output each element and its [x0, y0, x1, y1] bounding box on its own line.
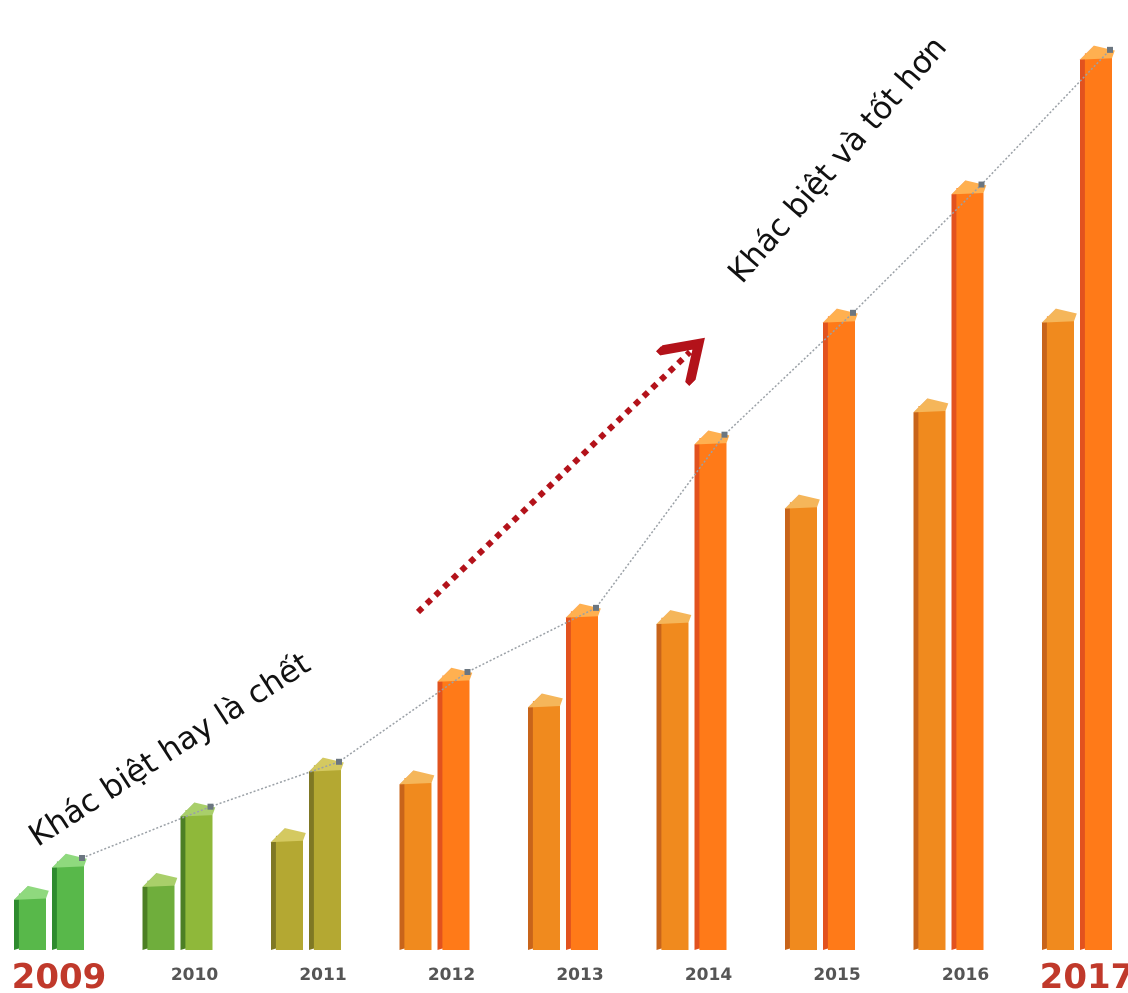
year-label-2010: 2010 — [171, 965, 218, 985]
year-label-2017: 2017 — [1040, 957, 1128, 993]
year-label-2013: 2013 — [556, 965, 603, 985]
year-label-2011: 2011 — [299, 965, 346, 985]
bar-2012-s2 — [437, 667, 473, 950]
trend-point-2017 — [1107, 46, 1113, 53]
bar-2017-s1 — [1042, 308, 1077, 950]
bar-2010-s2 — [180, 802, 216, 950]
trend-point-2016 — [978, 181, 985, 188]
trend-point-2014 — [721, 431, 728, 438]
bar-2009-s2 — [52, 853, 87, 950]
bar-2015-s1 — [785, 494, 820, 950]
year-label-2016: 2016 — [942, 965, 989, 985]
year-label-2014: 2014 — [685, 965, 732, 985]
bar-2013-s1 — [528, 693, 563, 950]
trend-point-2011 — [336, 758, 342, 765]
trend-point-2012 — [464, 668, 471, 675]
bar-2010-s1 — [142, 873, 178, 950]
bar-2014-s1 — [656, 610, 692, 950]
bar-2016-s1 — [913, 398, 949, 951]
bar-2009-s1 — [14, 885, 49, 950]
year-label-2015: 2015 — [813, 965, 860, 985]
trend-line — [81, 49, 1111, 859]
bar-2012-s1 — [399, 770, 435, 950]
trend-point-2009 — [79, 854, 85, 861]
trend-arrow — [415, 352, 690, 615]
bar-2016-s2 — [951, 180, 987, 951]
bar-2017-s2 — [1080, 45, 1115, 951]
year-label-2009: 2009 — [12, 957, 107, 993]
trend-point-2013 — [593, 604, 599, 611]
trend-point-2010 — [207, 803, 214, 810]
trend-point-2015 — [850, 309, 856, 316]
bar-2011-s1 — [271, 828, 306, 950]
bar-2011-s2 — [309, 757, 344, 950]
bar-2014-s2 — [694, 430, 730, 950]
year-label-2012: 2012 — [428, 965, 475, 985]
bar-2013-s2 — [566, 603, 601, 950]
bar-2015-s2 — [823, 308, 858, 950]
